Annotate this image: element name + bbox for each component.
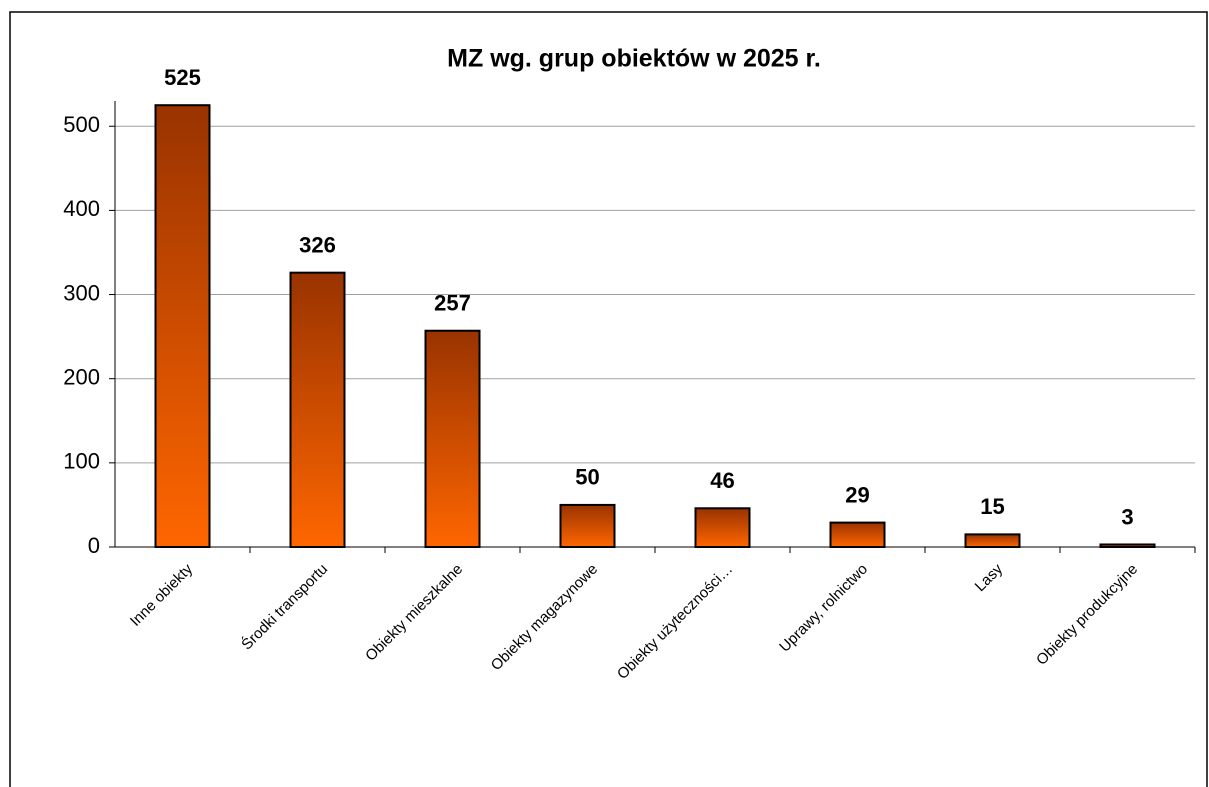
x-tick-label: Obiekty magazynowe [488, 561, 601, 674]
chart-frame [9, 11, 1208, 787]
x-tick-label: Uprawy, rolnictwo [776, 561, 871, 656]
value-label: 3 [1121, 504, 1133, 529]
value-label: 46 [710, 468, 734, 493]
chart-title: MZ wg. grup obiektów w 2025 r. [447, 45, 821, 73]
value-label: 326 [299, 232, 336, 257]
bar [1099, 543, 1156, 548]
bar [694, 507, 751, 548]
value-label: 525 [164, 65, 201, 90]
y-tick-label: 0 [88, 533, 100, 558]
x-tick-label: Inne obiekty [127, 560, 197, 630]
y-tick-label: 300 [63, 280, 100, 305]
x-tick-label: Lasy [972, 560, 1007, 595]
x-tick-label: Środki transportu [238, 560, 332, 654]
value-label: 50 [575, 465, 599, 490]
bar [829, 521, 886, 549]
bar [559, 503, 616, 548]
value-label: 257 [434, 291, 471, 316]
y-tick-label: 500 [63, 112, 100, 137]
value-label: 15 [980, 494, 1004, 519]
y-tick-label: 400 [63, 196, 100, 221]
x-tick-label: Obiekty użyteczności… [614, 561, 736, 683]
x-tick-label: Obiekty mieszkalne [362, 561, 466, 665]
x-tick-label: Obiekty produkcyjne [1033, 561, 1141, 669]
bar [154, 104, 211, 548]
value-label: 29 [845, 482, 869, 507]
bar [964, 533, 1021, 549]
y-tick-label: 200 [63, 365, 100, 390]
y-tick-label: 100 [63, 449, 100, 474]
bar [424, 329, 481, 549]
bar [289, 271, 346, 548]
